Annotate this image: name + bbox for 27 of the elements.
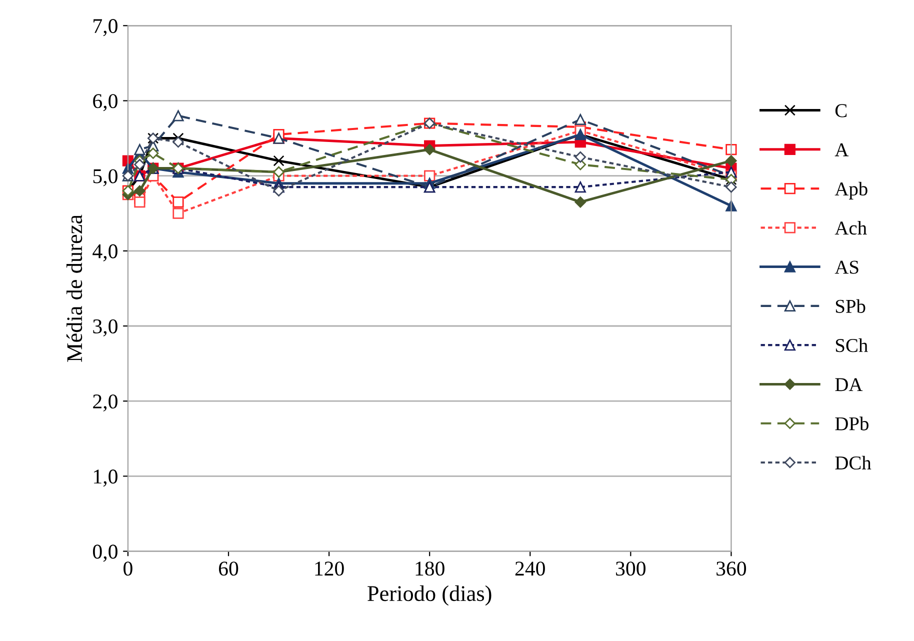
- y-tick-label: 0,0: [92, 544, 118, 562]
- legend-label: DA: [835, 378, 863, 392]
- legend-label: DCh: [835, 456, 872, 470]
- x-tick-label: 300: [616, 562, 646, 576]
- x-tick-label: 360: [716, 562, 746, 576]
- legend-label: Apb: [834, 182, 868, 200]
- legend-label: SPb: [836, 299, 866, 313]
- y-tick-label: 2,0: [93, 394, 118, 412]
- y-tick-label: 7,0: [94, 19, 118, 36]
- y-tick-label: 6,0: [93, 94, 118, 112]
- y-axis-title: Média de dureza: [66, 214, 82, 362]
- x-tick-label: 240: [515, 562, 545, 576]
- legend-label: DPb: [835, 416, 868, 430]
- y-tick-label: 1,0: [94, 470, 118, 487]
- legend-label: A: [834, 143, 849, 156]
- x-tick-label: 0: [124, 562, 132, 576]
- y-tick-label: 3,0: [93, 319, 118, 336]
- legend-label: SCh: [836, 338, 868, 352]
- x-tick-label: 180: [416, 562, 444, 576]
- legend-label: AS: [834, 260, 858, 274]
- x-tick-label: 60: [218, 562, 238, 576]
- legend-label: C: [835, 104, 847, 118]
- y-tick-label: 4,0: [92, 244, 118, 262]
- legend-label: Ach: [834, 220, 867, 235]
- x-axis-title: Periodo (dias): [368, 585, 492, 606]
- x-tick-label: 120: [315, 562, 344, 576]
- y-tick-label: 5,0: [93, 169, 118, 186]
